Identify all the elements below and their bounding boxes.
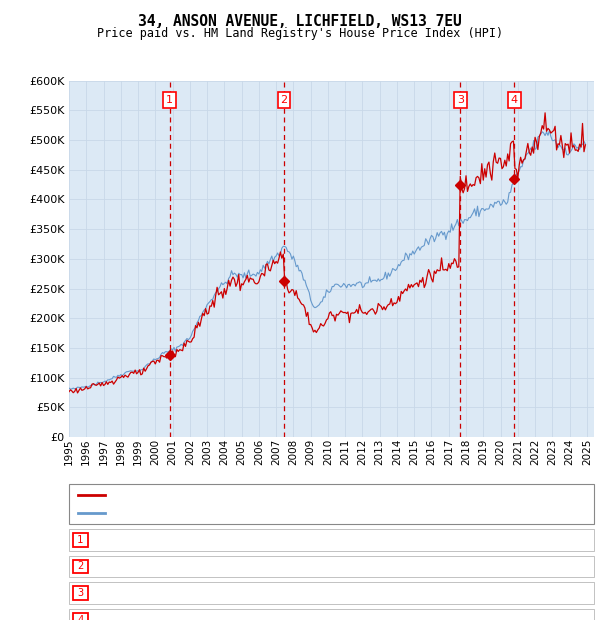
Text: 9% ↑ HPI: 9% ↑ HPI	[450, 615, 504, 620]
Text: £424,000: £424,000	[306, 588, 360, 598]
Text: 10% ↓ HPI: 10% ↓ HPI	[446, 562, 508, 572]
Text: 22-OCT-2020: 22-OCT-2020	[128, 615, 202, 620]
Text: 34, ANSON AVENUE, LICHFIELD, WS13 7EU: 34, ANSON AVENUE, LICHFIELD, WS13 7EU	[138, 14, 462, 29]
Text: Price paid vs. HM Land Registry's House Price Index (HPI): Price paid vs. HM Land Registry's House …	[97, 27, 503, 40]
Text: 1: 1	[77, 535, 83, 545]
Text: HPI: Average price, detached house, Lichfield: HPI: Average price, detached house, Lich…	[111, 508, 392, 518]
Text: 4: 4	[77, 615, 83, 620]
Text: 01-SEP-2017: 01-SEP-2017	[128, 588, 202, 598]
Text: £139,000: £139,000	[306, 535, 360, 545]
Text: £262,000: £262,000	[306, 562, 360, 572]
Text: 17% ↑ HPI: 17% ↑ HPI	[446, 588, 508, 598]
Text: 02-NOV-2000: 02-NOV-2000	[128, 535, 202, 545]
Text: 2: 2	[77, 562, 83, 572]
Text: 1: 1	[166, 95, 173, 105]
Text: 18-JUN-2007: 18-JUN-2007	[128, 562, 202, 572]
Text: 7% ↓ HPI: 7% ↓ HPI	[450, 535, 504, 545]
Text: 4: 4	[511, 95, 518, 105]
Text: 3: 3	[77, 588, 83, 598]
Text: 2: 2	[281, 95, 287, 105]
Text: 3: 3	[457, 95, 464, 105]
Text: £435,000: £435,000	[306, 615, 360, 620]
Text: 34, ANSON AVENUE, LICHFIELD, WS13 7EU (detached house): 34, ANSON AVENUE, LICHFIELD, WS13 7EU (d…	[111, 490, 449, 500]
